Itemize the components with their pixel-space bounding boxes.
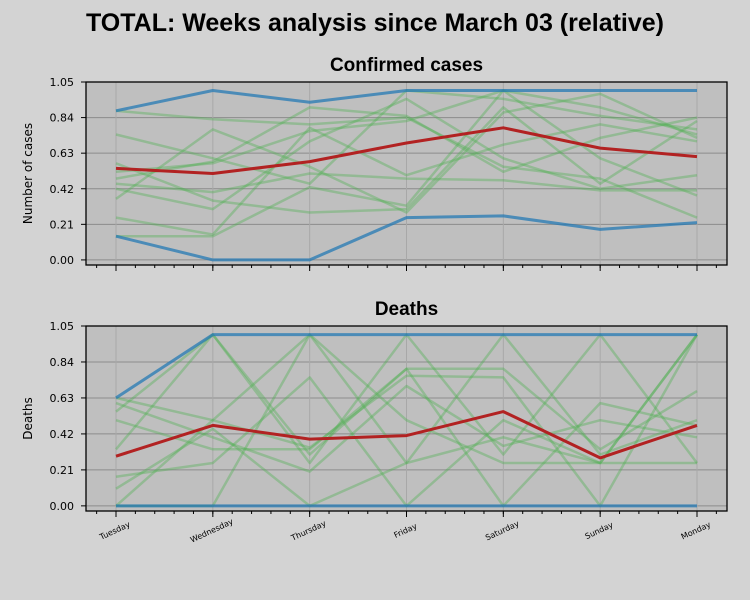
y-axis-label: Deaths: [21, 397, 35, 440]
chart-panel-1: 0.00 0.21 0.42 0.63 0.84 1.05 Confirmed cases N…: [21, 55, 728, 271]
min-series-line: [115, 214, 698, 262]
week-series-line: [115, 106, 698, 180]
week-series-line: [115, 384, 698, 473]
week-series-line: [115, 109, 698, 219]
max-series-line: [115, 89, 697, 113]
y-tick-label: 0.21: [50, 218, 75, 231]
y-tick-label: 0.00: [50, 254, 75, 267]
y-tick-label: 0.42: [50, 428, 75, 441]
week-series-line: [115, 367, 698, 451]
y-tick-label: 0.00: [50, 500, 75, 513]
y-tick-label: 0.42: [50, 183, 75, 196]
y-tick-label: 0.63: [50, 147, 75, 160]
week-series-line: [115, 333, 698, 507]
week-series-line: [115, 106, 698, 214]
y-tick-label: 1.05: [50, 320, 75, 333]
week-series-line: [115, 123, 698, 236]
max-series-line: [115, 333, 697, 400]
week-series-line: [115, 333, 698, 508]
week-series-line: [115, 92, 698, 214]
week-series-line: [116, 89, 698, 238]
chart-title: Deaths: [375, 299, 438, 320]
y-tick-label: 0.21: [50, 464, 75, 477]
figure-title: TOTAL: Weeks analysis since March 03 (re…: [86, 9, 664, 37]
y-axis-label: Number of cases: [21, 123, 35, 224]
week-series-line: [115, 172, 697, 194]
y-tick-label: 0.84: [50, 356, 75, 369]
plot-frame: [85, 325, 728, 512]
week-series-line: [115, 97, 698, 211]
mean-series-line: [115, 410, 698, 460]
y-tick-label: 1.05: [50, 76, 75, 89]
plot-frame: [85, 81, 728, 266]
mean-series-line: [115, 126, 698, 175]
y-tick-label: 0.63: [50, 392, 75, 405]
week-series-line: [115, 89, 698, 174]
chart-title: Confirmed cases: [330, 55, 483, 76]
y-tick-label: 0.84: [50, 112, 75, 125]
